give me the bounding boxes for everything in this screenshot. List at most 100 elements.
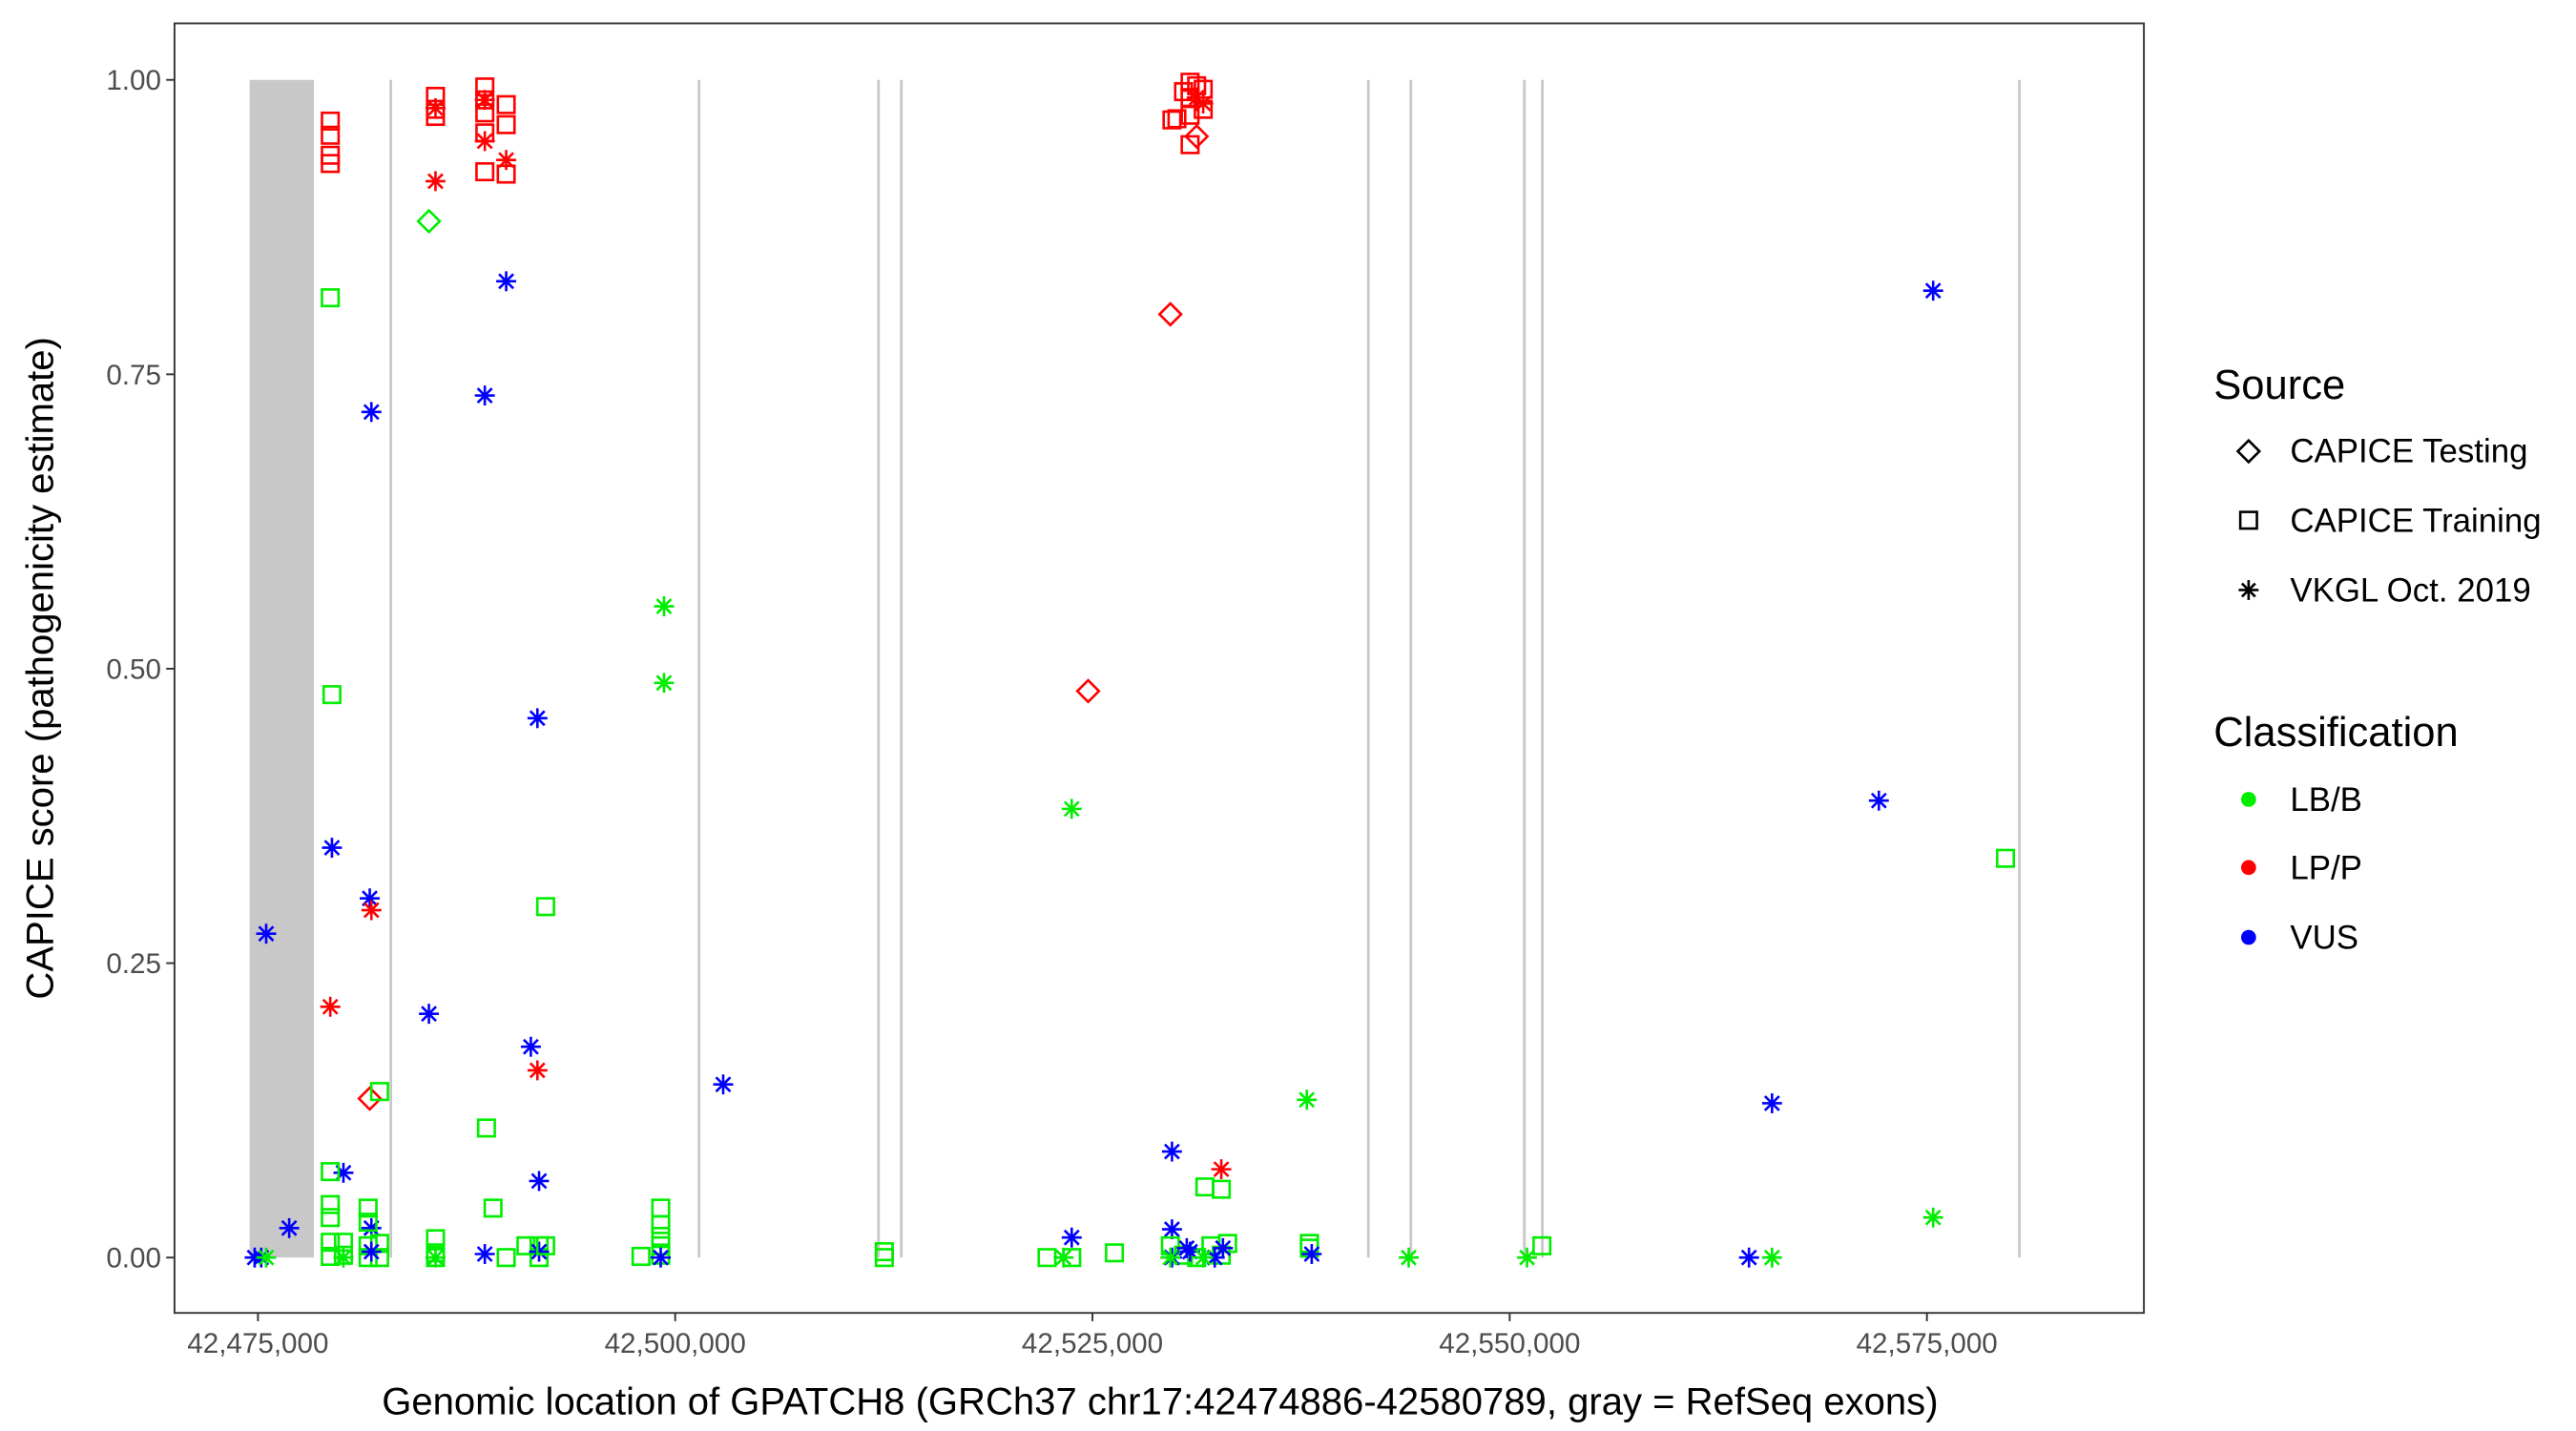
- y-tick-label: 0.25: [106, 948, 161, 980]
- legend-classification-title: Classification: [2213, 710, 2458, 756]
- point-square: [1180, 105, 1200, 125]
- x-tick-label: 42,550,000: [1439, 1328, 1580, 1359]
- point-square: [358, 1213, 378, 1233]
- green-dot-icon: [2241, 792, 2256, 807]
- point-asterisk: [496, 271, 517, 292]
- point-asterisk: [1517, 1247, 1538, 1268]
- exon-band: [697, 79, 701, 1258]
- point-square: [496, 114, 516, 135]
- point-asterisk: [651, 1247, 671, 1268]
- point-asterisk: [1761, 1093, 1782, 1113]
- point-square: [1212, 1179, 1232, 1199]
- point-asterisk: [474, 385, 495, 406]
- x-tick-label: 42,475,000: [187, 1328, 328, 1359]
- point-square: [358, 1198, 378, 1218]
- point-asterisk: [654, 596, 675, 616]
- point-diamond: [1157, 301, 1183, 327]
- legend-label: LP/P: [2290, 850, 2362, 887]
- point-asterisk: [426, 97, 446, 118]
- point-square: [476, 1118, 496, 1138]
- point-square: [321, 154, 341, 174]
- exon-band: [1409, 79, 1413, 1258]
- point-square: [322, 685, 342, 705]
- y-tick-label: 0.75: [106, 360, 161, 391]
- point-square: [496, 94, 516, 114]
- point-square: [321, 1208, 341, 1228]
- point-asterisk: [1161, 1141, 1182, 1162]
- point-square: [321, 288, 341, 308]
- legend: Source CAPICE Testing CAPICE Training VK…: [2213, 363, 2541, 957]
- point-square: [496, 1248, 516, 1268]
- point-asterisk: [419, 1004, 440, 1025]
- point-asterisk: [361, 1241, 382, 1262]
- y-axis-title: CAPICE score (pathogenicity estimate): [20, 337, 62, 999]
- point-asterisk: [426, 171, 446, 192]
- point-diamond: [357, 1086, 383, 1111]
- exon-band: [2018, 79, 2021, 1258]
- data-points: [244, 73, 2016, 1268]
- legend-item-capice-training: CAPICE Training: [2238, 503, 2542, 540]
- point-asterisk: [1213, 1237, 1234, 1258]
- point-asterisk: [1193, 1247, 1214, 1268]
- point-square: [475, 162, 495, 182]
- point-asterisk: [529, 1241, 550, 1262]
- legend-label: VUS: [2290, 920, 2358, 957]
- legend-label: CAPICE Testing: [2290, 432, 2527, 469]
- point-asterisk: [474, 131, 495, 152]
- point-asterisk: [1160, 1247, 1181, 1268]
- y-tick-label: 1.00: [106, 65, 161, 96]
- point-asterisk: [496, 150, 517, 171]
- exon-band: [877, 79, 881, 1258]
- legend-label: CAPICE Training: [2290, 503, 2541, 540]
- point-asterisk: [1193, 93, 1214, 114]
- legend-item-capice-testing: CAPICE Testing: [2235, 432, 2527, 469]
- plot-panel-background: [174, 23, 2145, 1314]
- point-square: [321, 1194, 341, 1214]
- exon-band: [900, 79, 904, 1258]
- exon-bands: [249, 79, 2021, 1258]
- point-asterisk: [1301, 1244, 1322, 1264]
- legend-item-vkgl: VKGL Oct. 2019: [2238, 572, 2531, 610]
- point-square: [369, 1082, 389, 1102]
- point-asterisk: [1211, 1159, 1232, 1180]
- red-dot-icon: [2241, 860, 2256, 876]
- legend-item-vus: VUS: [2241, 920, 2358, 957]
- x-tick-label: 42,525,000: [1022, 1328, 1163, 1359]
- point-asterisk: [256, 923, 277, 944]
- legend-item-lp-p: LP/P: [2241, 850, 2362, 887]
- x-tick-label: 42,575,000: [1857, 1328, 1998, 1359]
- exon-band: [249, 79, 314, 1258]
- y-axis: 0.00 0.25 0.50 0.75 1.00: [106, 65, 175, 1275]
- exon-band: [389, 79, 393, 1258]
- point-asterisk: [1868, 790, 1889, 811]
- point-asterisk: [527, 708, 548, 729]
- point-square: [1995, 848, 2016, 868]
- point-asterisk: [1922, 280, 1943, 301]
- point-asterisk: [527, 1060, 548, 1081]
- point-square: [1532, 1235, 1552, 1255]
- exon-band: [1523, 79, 1527, 1258]
- square-icon: [2238, 510, 2258, 530]
- point-square: [874, 1248, 894, 1268]
- point-square: [1105, 1243, 1125, 1263]
- point-asterisk: [426, 1247, 446, 1268]
- x-tick-label: 42,500,000: [605, 1328, 746, 1359]
- point-asterisk: [1061, 1227, 1082, 1248]
- point-asterisk: [256, 1247, 277, 1268]
- legend-source-title: Source: [2213, 363, 2345, 408]
- point-asterisk: [1297, 1089, 1318, 1110]
- point-asterisk: [361, 402, 382, 423]
- blue-dot-icon: [2241, 929, 2256, 945]
- point-square: [321, 125, 341, 145]
- point-square: [321, 1162, 341, 1182]
- point-asterisk: [1922, 1207, 1943, 1228]
- y-tick-label: 0.50: [106, 653, 161, 685]
- point-asterisk: [1061, 798, 1082, 819]
- point-square: [535, 897, 555, 917]
- exon-band: [1541, 79, 1545, 1258]
- point-square: [321, 111, 341, 131]
- point-asterisk: [713, 1074, 734, 1095]
- point-asterisk: [1738, 1247, 1759, 1268]
- exon-band: [1366, 79, 1370, 1258]
- point-asterisk: [1761, 1247, 1782, 1268]
